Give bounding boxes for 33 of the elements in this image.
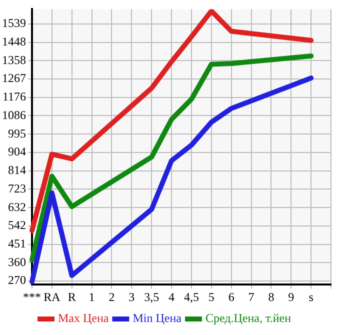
x-tick-label: s — [308, 290, 314, 304]
x-tick-label: R — [68, 290, 76, 304]
x-tick-label: *** — [23, 290, 41, 304]
y-tick-label: 270 — [8, 273, 26, 288]
y-tick-label: 1448 — [2, 34, 26, 49]
x-tick-label: 5 — [208, 290, 214, 304]
x-tick-label: 7 — [248, 290, 254, 304]
x-tick-label: RA — [44, 290, 61, 304]
x-tick-label: 8 — [268, 290, 274, 304]
x-tick-label: 9 — [288, 290, 294, 304]
y-tick-label: 632 — [8, 200, 26, 214]
y-tick-label: 1358 — [2, 52, 26, 67]
x-tick-label: 6 — [228, 290, 234, 304]
legend-label: Сред.Цена, т.йен — [205, 311, 292, 326]
legend-label: Min Цена — [132, 311, 182, 326]
x-tick-label: 4,5 — [184, 290, 199, 304]
y-tick-label: 1267 — [2, 71, 26, 86]
y-tick-label: 542 — [8, 218, 26, 232]
y-tick-label: 1176 — [2, 90, 26, 104]
y-tick-label: 451 — [8, 236, 26, 250]
y-tick-label: 1086 — [2, 108, 26, 122]
x-tick-label: 2 — [108, 290, 115, 304]
y-tick-label: 723 — [8, 181, 26, 196]
y-tick-label: 360 — [8, 254, 26, 269]
x-tick-label: 4 — [168, 290, 175, 304]
y-tick-label: 1539 — [2, 16, 26, 30]
x-tick-label: 1 — [88, 290, 95, 304]
y-tick-label: 995 — [8, 126, 26, 140]
y-tick-label: 814 — [8, 162, 26, 177]
x-tick-label: 3,5 — [144, 290, 160, 304]
legend-label: Max Цена — [58, 311, 110, 326]
y-tick-label: 904 — [8, 144, 26, 159]
x-tick-label: 3 — [128, 290, 135, 304]
